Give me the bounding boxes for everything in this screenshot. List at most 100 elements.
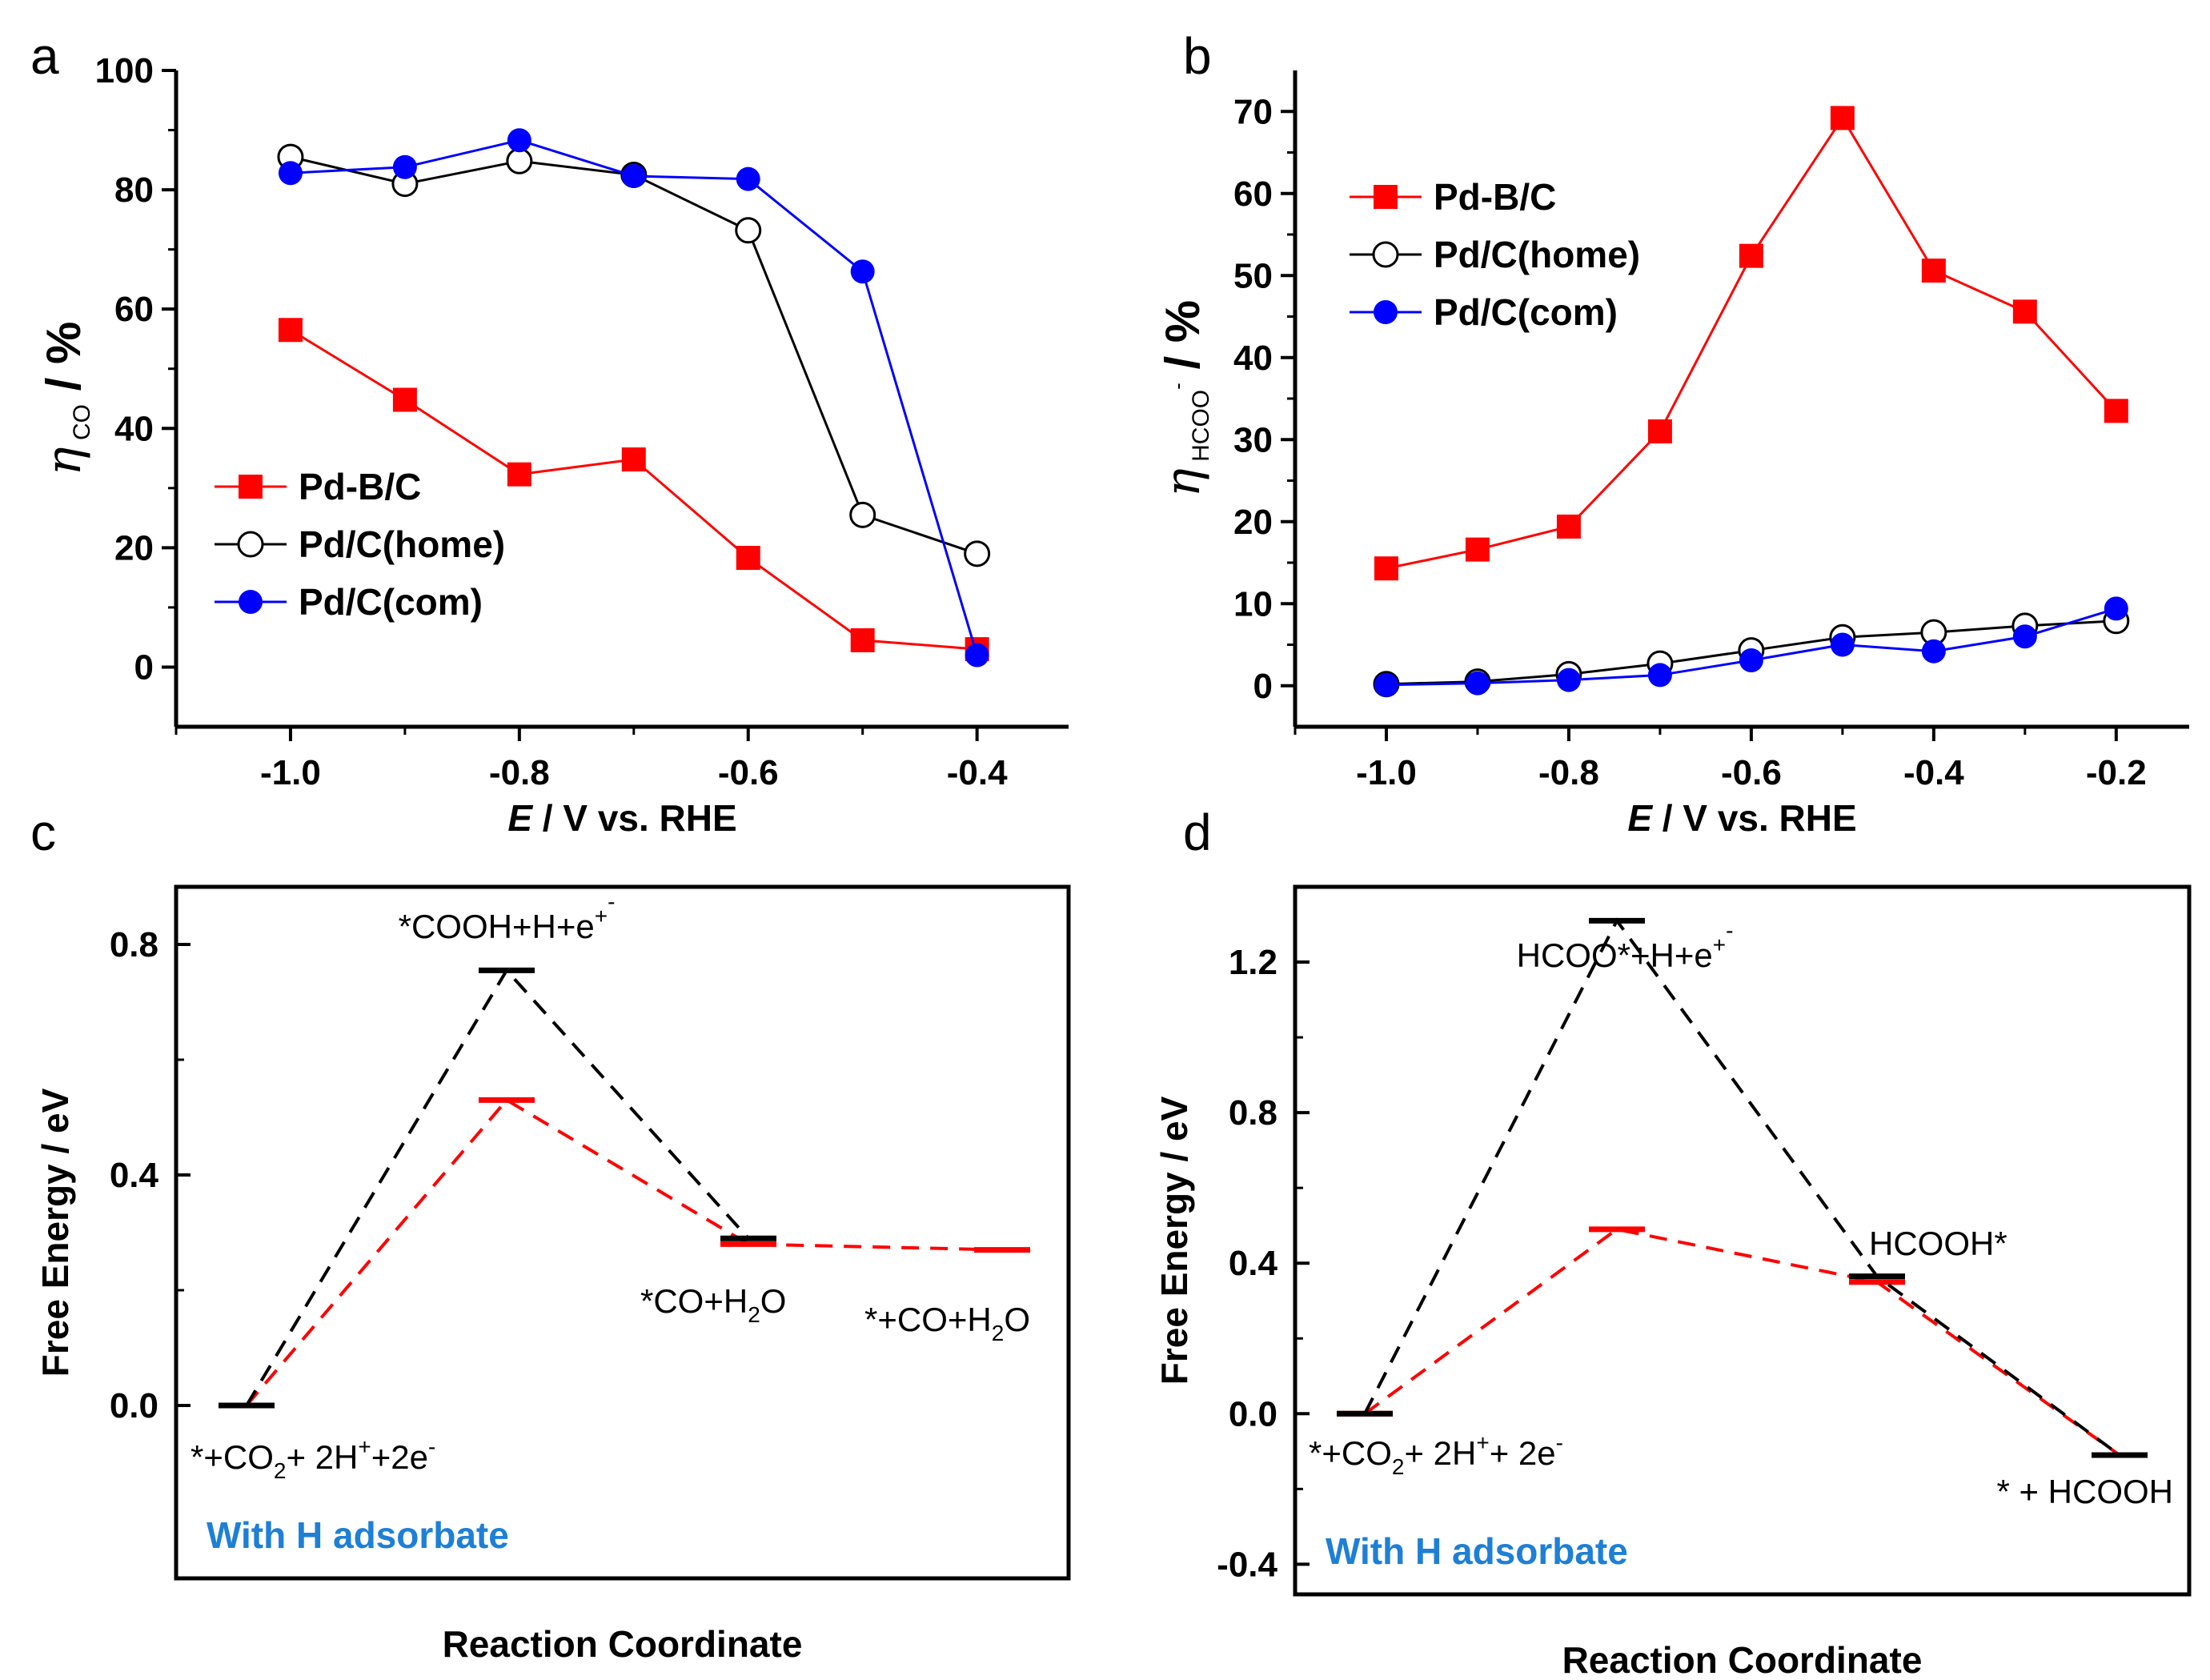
data-point-filled-circle <box>1739 648 1763 672</box>
energy-series-red <box>1337 1226 2148 1458</box>
data-point-filled-circle <box>2104 596 2128 621</box>
data-point-square <box>2104 399 2128 423</box>
y-tick-label: 0.4 <box>1229 1244 1278 1283</box>
y-tick-label: 20 <box>114 528 154 567</box>
y-tick-label: 60 <box>1233 174 1273 214</box>
y-tick-label: 0.0 <box>110 1386 158 1425</box>
data-point-square <box>1465 537 1490 562</box>
y-tick-label: 0.8 <box>1229 1093 1277 1133</box>
energy-path <box>245 1097 1003 1407</box>
legend-label: Pd-B/C <box>1434 176 1556 218</box>
data-point-open-circle <box>506 147 533 174</box>
panel-letter: d <box>1183 804 1212 861</box>
data-point-filled-circle <box>507 128 531 153</box>
state-label: *COOH+H+e+-​ <box>399 889 616 945</box>
data-point-square <box>2012 299 2037 324</box>
data-point-filled-circle <box>1465 671 1490 696</box>
data-point-filled-circle <box>278 161 303 186</box>
y-axis-label: η HCOO- / % <box>1155 300 1214 497</box>
legend-item: Pd-B/C <box>1350 176 1556 218</box>
state-label: * + HCOOH <box>1996 1473 2173 1510</box>
legend-marker <box>239 475 263 499</box>
y-tick-label: 0.8 <box>110 925 158 964</box>
x-axis-label: E / V vs. RHE <box>1627 797 1856 839</box>
y-tick-label: 60 <box>114 290 154 329</box>
legend-marker <box>1374 185 1398 209</box>
series-pd-b-c <box>278 318 989 662</box>
energy-path <box>1363 1227 2121 1457</box>
x-tick-label: -0.4 <box>947 753 1008 792</box>
legend-item: Pd-B/C <box>215 466 421 507</box>
legend-marker <box>1374 300 1398 324</box>
panel-d-free-energy-hcooh-path: d -0.4 0.0 0.4 0.8 1.2 Reaction Coordinate Free… <box>1153 804 2192 1680</box>
data-point-filled-circle <box>965 643 989 668</box>
plot-frame <box>174 884 1071 1581</box>
data-point-square <box>1739 243 1763 268</box>
data-point-square <box>1830 106 1855 130</box>
legend-label: Pd/C(com) <box>1434 291 1618 333</box>
y-tick-label: 0.0 <box>1229 1394 1277 1433</box>
data-point-square <box>1921 259 1946 283</box>
y-tick-label: 30 <box>1233 420 1273 459</box>
data-point-filled-circle <box>621 163 646 188</box>
state-label: HCOOH* <box>1869 1225 2007 1262</box>
y-tick-label: 50 <box>1233 256 1273 295</box>
x-tick-label: -0.2 <box>2086 753 2147 792</box>
data-point-filled-circle <box>1921 639 1946 664</box>
adsorbate-note: With H adsorbate <box>207 1514 509 1556</box>
state-label: *+CO2+ 2H++2e-​ <box>191 1434 435 1483</box>
panel-letter: a <box>30 27 59 85</box>
legend-label: Pd/C(home) <box>1434 234 1640 275</box>
data-point-filled-circle <box>1830 632 1855 657</box>
x-axis-label: Reaction Coordinate <box>443 1623 803 1665</box>
data-point-open-circle <box>735 217 762 244</box>
panel-c-free-energy-co-path: c 0.0 0.4 0.8 Reaction Coordinate Free Energy… <box>30 804 1071 1665</box>
y-tick-label: 40 <box>114 409 154 448</box>
data-point-filled-circle <box>1556 668 1581 692</box>
data-point-square <box>507 462 531 487</box>
legend-item: Pd/C(home) <box>1350 234 1640 275</box>
x-tick-label: -0.6 <box>1721 753 1782 792</box>
series-pd-c-com- <box>278 128 989 668</box>
data-point-open-circle <box>964 540 991 567</box>
legend-label: Pd/C(com) <box>299 581 483 623</box>
legend-marker <box>1372 241 1399 268</box>
panel-a-efficiency-co: a 0 20 40 60 80 100 -1.0 -0.8 -0.6 -0.4 E / V vs. R… <box>30 27 1069 839</box>
x-tick-label: -1.0 <box>260 753 321 792</box>
panel-b-efficiency-hcoo: b 0 10 20 30 40 50 60 70 -1.0 -0.8 -0.6 -0.4 -0.2 E / … <box>1155 27 2189 839</box>
y-axis-label: Free Energy / eV <box>1153 1096 1195 1385</box>
energy-path <box>245 968 750 1407</box>
y-tick-label: 1.2 <box>1229 943 1277 982</box>
energy-series-black <box>1337 917 2148 1458</box>
state-label: HCOO*+H+e+-​ <box>1517 918 1734 974</box>
y-axis-label: Free Energy / eV <box>34 1088 76 1377</box>
data-point-square <box>278 318 303 343</box>
data-point-filled-circle <box>2012 624 2037 649</box>
y-tick-label: 80 <box>114 170 154 210</box>
y-tick-label: 20 <box>1233 503 1273 542</box>
legend: Pd-B/C Pd/C(home) Pd/C(com) <box>215 466 505 623</box>
legend-label: Pd/C(home) <box>299 523 505 565</box>
data-point-filled-circle <box>736 166 760 191</box>
state-label: *CO+H2O <box>640 1282 786 1327</box>
data-point-square <box>850 627 875 652</box>
y-tick-label: -0.4 <box>1217 1545 1277 1584</box>
y-tick-label: 100 <box>95 51 154 90</box>
y-tick-label: 0.4 <box>110 1156 159 1195</box>
legend-marker <box>237 531 264 558</box>
energy-path <box>1363 917 2121 1457</box>
x-tick-label: -1.0 <box>1356 753 1417 792</box>
data-point-filled-circle <box>850 259 875 284</box>
legend: Pd-B/C Pd/C(home) Pd/C(com) <box>1350 176 1640 333</box>
energy-series-red <box>219 1097 1030 1409</box>
y-tick-label: 70 <box>1233 92 1273 131</box>
data-point-square <box>392 387 417 412</box>
energy-series-black <box>219 967 776 1409</box>
legend-item: Pd/C(home) <box>215 523 505 565</box>
legend-item: Pd/C(com) <box>1350 291 1618 333</box>
y-tick-label: 0 <box>134 648 154 687</box>
data-point-filled-circle <box>1647 663 1672 688</box>
data-point-open-circle <box>849 501 876 528</box>
x-tick-label: -0.6 <box>718 753 779 792</box>
